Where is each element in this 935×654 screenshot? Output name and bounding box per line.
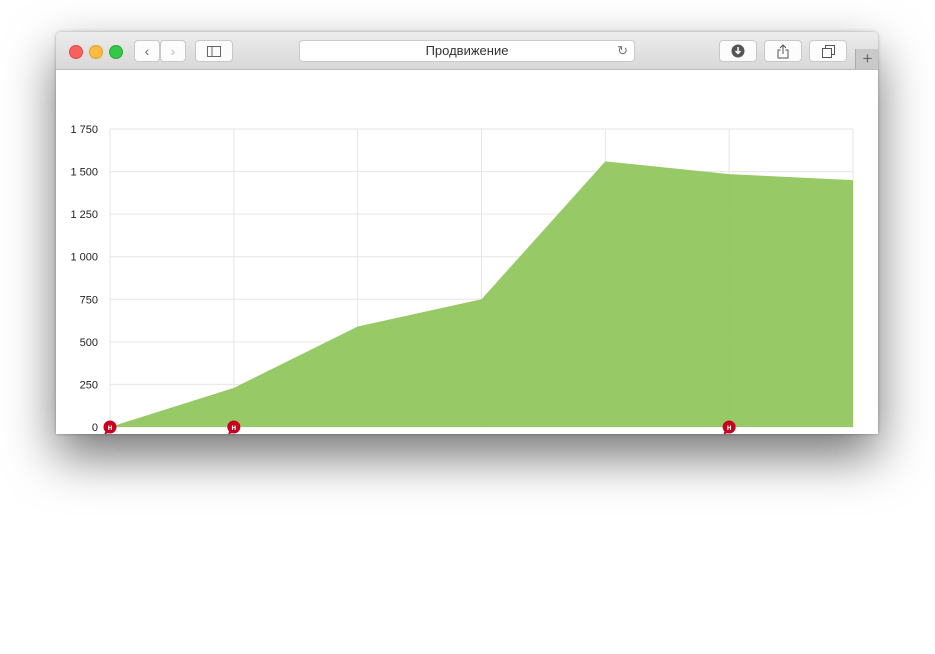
close-button[interactable] bbox=[69, 45, 83, 59]
back-button[interactable]: ‹ bbox=[134, 40, 160, 62]
reload-icon[interactable]: ↻ bbox=[617, 43, 628, 58]
tabs-icon bbox=[821, 44, 835, 58]
y-tick-label: 250 bbox=[80, 379, 98, 391]
share-button[interactable] bbox=[764, 40, 802, 62]
marker-circle bbox=[722, 420, 736, 434]
marker-circle bbox=[227, 420, 241, 434]
y-tick-label: 1 000 bbox=[70, 252, 98, 264]
back-icon: ‹ bbox=[144, 43, 150, 59]
marker-label: н bbox=[108, 423, 113, 432]
sidebar-button[interactable] bbox=[195, 40, 233, 62]
y-tick-label: 1 250 bbox=[70, 209, 98, 221]
tabs-button[interactable] bbox=[809, 40, 847, 62]
title-bar: ‹ › Продвижение ↻ + bbox=[56, 32, 878, 70]
new-tab-button[interactable]: + bbox=[855, 49, 878, 69]
y-tick-label: 1 750 bbox=[70, 124, 98, 136]
download-button[interactable] bbox=[719, 40, 757, 62]
y-tick-label: 750 bbox=[80, 294, 98, 306]
share-icon bbox=[777, 43, 789, 58]
event-marker: н bbox=[103, 420, 117, 434]
address-bar[interactable]: Продвижение ↻ bbox=[299, 40, 635, 62]
browser-window: ‹ › Продвижение ↻ + 0 250 500 750 1 000 1 250… bbox=[56, 32, 878, 434]
y-tick-label: 0 bbox=[92, 422, 98, 434]
y-tick-label: 1 500 bbox=[70, 167, 98, 179]
download-icon bbox=[731, 44, 745, 58]
marker-label: н bbox=[727, 423, 732, 432]
zoom-button[interactable] bbox=[109, 45, 123, 59]
marker-label: н bbox=[231, 423, 236, 432]
minimize-button[interactable] bbox=[89, 45, 103, 59]
forward-icon: › bbox=[170, 43, 176, 59]
page-title: Продвижение bbox=[425, 43, 509, 58]
marker-circle bbox=[103, 420, 117, 434]
forward-button[interactable]: › bbox=[160, 40, 186, 62]
new-tab-icon: + bbox=[862, 49, 873, 68]
y-tick-label: 500 bbox=[80, 337, 98, 349]
area-series bbox=[110, 161, 853, 427]
sidebar-icon bbox=[207, 45, 221, 57]
event-marker: н bbox=[722, 420, 736, 434]
event-marker: н bbox=[227, 420, 241, 434]
